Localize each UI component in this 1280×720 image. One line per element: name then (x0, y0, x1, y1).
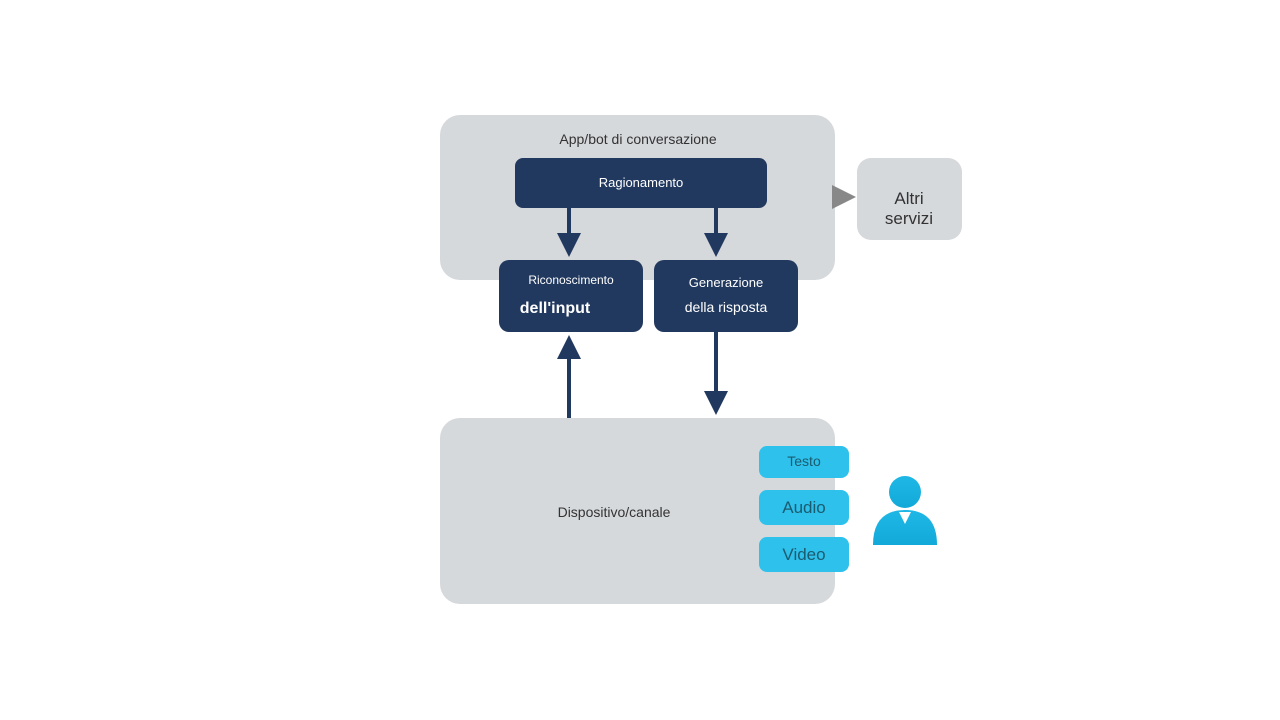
arrows-layer (0, 0, 1280, 720)
response-generation-box (654, 260, 798, 332)
chip-video-label: Video (604, 545, 1004, 565)
response-generation-label1: Generazione (526, 275, 926, 290)
response-generation-label2: della risposta (526, 299, 926, 315)
app-container-label: App/bot di conversazione (438, 131, 838, 147)
chip-text-label: Testo (604, 453, 1004, 469)
input-recognition-box (499, 260, 643, 332)
other-services-label: Altri servizi (709, 189, 1109, 229)
reasoning-label: Ragionamento (441, 175, 841, 190)
chip-audio-label: Audio (604, 498, 1004, 518)
